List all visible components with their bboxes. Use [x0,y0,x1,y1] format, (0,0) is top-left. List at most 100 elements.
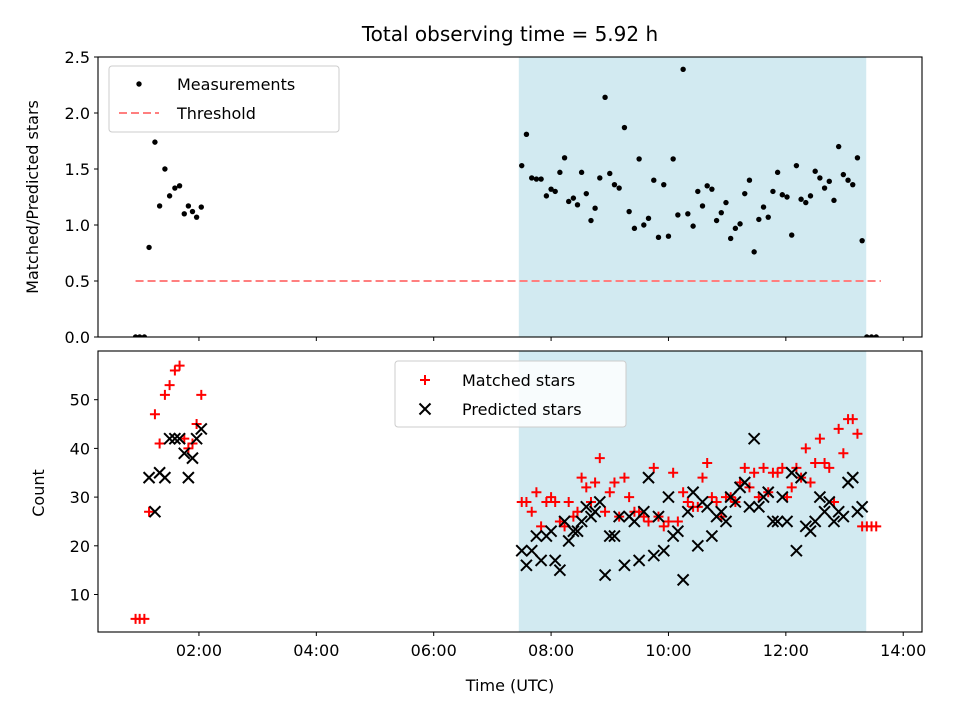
top-axes-frame [97,56,923,338]
matched-star-point [672,516,683,527]
measurement-point [789,232,795,238]
measurement-point [751,249,757,255]
bottom-ylabel: Count [29,469,48,517]
measurement-point [742,190,748,197]
measurement-point [552,188,558,195]
bottom-ytick-label: 10 [70,586,90,605]
measurement-point [533,176,540,182]
matched-star-point [678,487,689,498]
matched-star-point [174,360,185,371]
measurement-point [665,233,672,239]
measurement-point [812,168,818,174]
predicted-star-point [790,544,803,557]
matched-star-point [600,506,611,517]
measurement-point [162,166,168,172]
bottom-legend: Matched stars Predicted stars [394,360,627,428]
predicted-star-point [163,432,176,445]
measurement-point [132,334,139,337]
measurement-point [770,188,776,195]
measurement-point [835,143,842,150]
matched-star-point [814,433,825,444]
measurement-point [723,199,729,206]
predicted-star-point [567,524,580,538]
legend-predicted-marker [418,402,432,416]
measurement-point [850,181,856,188]
predicted-star-point [771,515,784,528]
predicted-star-point [715,505,728,518]
measurement-point [578,169,585,176]
measurement-point [807,193,814,199]
matched-star-point [852,428,863,439]
xtick-label: 02:00 [176,641,222,660]
matched-star-point [619,472,630,483]
predicted-star-point [818,505,831,518]
predicted-star-point [813,490,827,504]
matched-star-point [196,389,207,400]
predicted-star-point [562,534,575,548]
matched-star-point [749,467,760,478]
matched-star-point [847,414,858,425]
measurement-point [695,188,701,195]
predicted-star-point [142,471,156,484]
measurement-point [798,196,804,202]
top-ytick-label: 2.0 [65,104,90,123]
matched-star-point [581,482,592,493]
predicted-star-point [580,500,593,514]
predicted-star-point [548,554,562,567]
measurement-point [611,181,618,188]
matched-star-point [536,521,547,532]
measurement-point [645,215,652,221]
measurement-point [859,237,865,244]
legend-measurements-label: Measurements [177,75,295,94]
measurement-point [727,235,734,242]
matched-star-point [702,458,713,469]
predicted-star-point [780,515,794,528]
predicted-star-point [738,476,751,489]
matched-star-point [643,516,654,527]
predicted-star-point [837,510,850,523]
measurement-point [675,212,681,218]
measurement-point [831,197,837,204]
legend-predicted-label: Predicted stars [462,400,582,419]
legend-measurements-marker [136,81,142,87]
measurement-point [583,190,589,197]
predicted-star-point [598,568,612,582]
measurement-point [826,178,832,185]
measurement-point [732,225,739,232]
predicted-star-point [647,549,660,562]
predicted-star-point [618,559,631,572]
measurement-point [854,155,861,161]
matched-star-point [658,521,669,532]
top-series-measurements [132,66,879,337]
measurement-point [737,221,743,227]
measurement-point [817,175,823,181]
matched-star-point [164,380,175,391]
measurement-point [166,193,173,199]
matched-star-point [824,462,835,473]
bottom-series-matched-stars [130,360,882,624]
predicted-star-point [148,505,162,518]
top-observing-window [518,57,867,337]
predicted-star-point [729,495,742,509]
measurement-point [651,177,657,183]
predicted-star-point [776,490,789,504]
predicted-star-point [178,447,191,460]
predicted-star-point [642,471,655,484]
measurement-point [548,186,554,192]
measurement-point [641,222,647,228]
predicted-star-point [705,529,719,543]
predicted-star-point [686,486,700,499]
xtick-label: 04:00 [293,641,339,660]
measurement-point [557,169,563,176]
matched-star-point [521,496,532,507]
matched-star-point [786,482,797,493]
predicted-star-point [747,432,761,445]
matched-star-point [550,496,561,507]
bottom-marks [130,360,882,624]
matched-star-point [144,506,155,517]
xtick-label: 10:00 [645,641,691,660]
bottom-axes-frame [97,350,923,633]
measurement-point [655,234,662,241]
measurement-point [821,185,828,191]
predicted-star-point [530,529,543,543]
